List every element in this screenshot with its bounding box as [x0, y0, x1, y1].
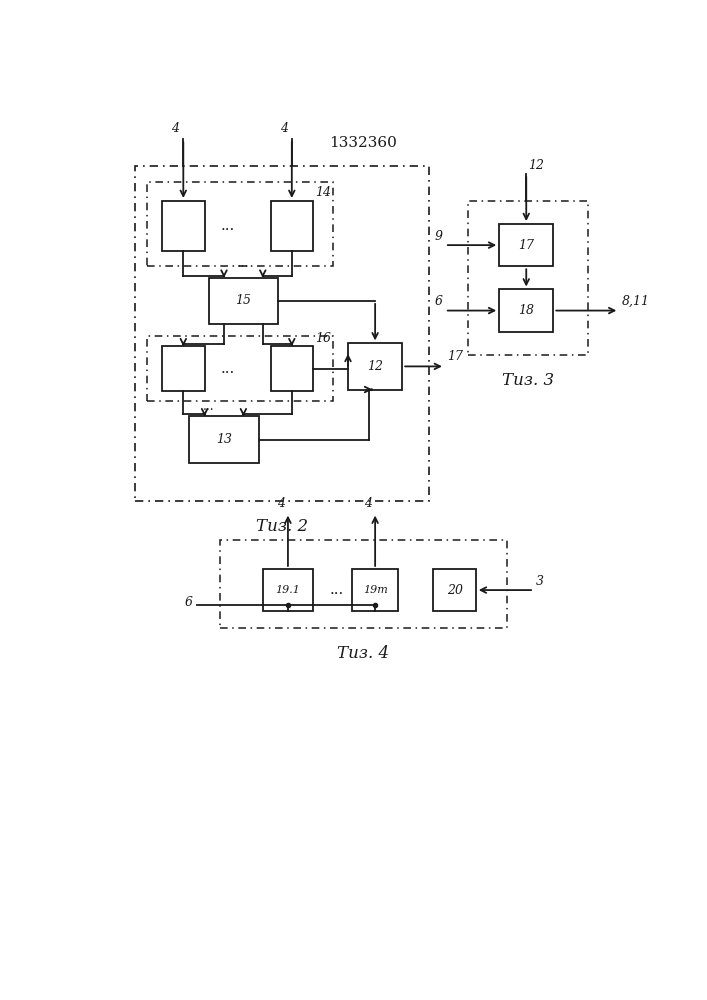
Text: ...: ... [221, 362, 235, 376]
Bar [271, 201, 313, 251]
Bar [348, 343, 402, 389]
Text: 6: 6 [435, 295, 443, 308]
Text: ...: ... [203, 400, 214, 413]
Bar [468, 201, 588, 355]
Text: 20: 20 [447, 584, 462, 597]
Bar [146, 182, 332, 266]
Text: 19m: 19m [363, 585, 387, 595]
Bar [162, 201, 204, 251]
Text: Τиз. 2: Τиз. 2 [256, 518, 308, 535]
Text: 1332360: 1332360 [329, 136, 397, 150]
Bar [146, 336, 332, 401]
Text: 17: 17 [448, 350, 463, 363]
Text: 12: 12 [529, 159, 544, 172]
Bar [162, 346, 204, 391]
Text: 14: 14 [315, 186, 331, 199]
Bar [433, 569, 476, 611]
Text: 4: 4 [364, 497, 372, 510]
Bar [209, 278, 279, 324]
Text: 13: 13 [216, 433, 232, 446]
Text: 6: 6 [185, 596, 193, 609]
Bar [189, 416, 259, 463]
Bar [352, 569, 398, 611]
Text: ...: ... [221, 219, 235, 233]
Text: 9: 9 [435, 230, 443, 243]
Bar [135, 166, 429, 501]
Text: 3: 3 [537, 575, 544, 588]
Bar [271, 346, 313, 391]
Bar [499, 224, 554, 266]
Text: 12: 12 [367, 360, 383, 373]
Text: 4: 4 [171, 122, 180, 135]
Text: 16: 16 [315, 332, 331, 345]
Text: 17: 17 [518, 239, 534, 252]
Text: 8,11: 8,11 [621, 295, 650, 308]
Text: 18: 18 [518, 304, 534, 317]
Bar [263, 569, 313, 611]
Text: 4: 4 [280, 122, 288, 135]
Text: 19.1: 19.1 [276, 585, 300, 595]
Text: Τиз. 4: Τиз. 4 [337, 645, 390, 662]
Text: 4: 4 [277, 497, 285, 510]
Text: ...: ... [329, 583, 344, 597]
Bar [499, 289, 554, 332]
Text: 15: 15 [235, 294, 252, 307]
Text: Τиз. 3: Τиз. 3 [502, 372, 554, 389]
Text: ...: ... [237, 256, 250, 270]
Bar [220, 540, 507, 628]
